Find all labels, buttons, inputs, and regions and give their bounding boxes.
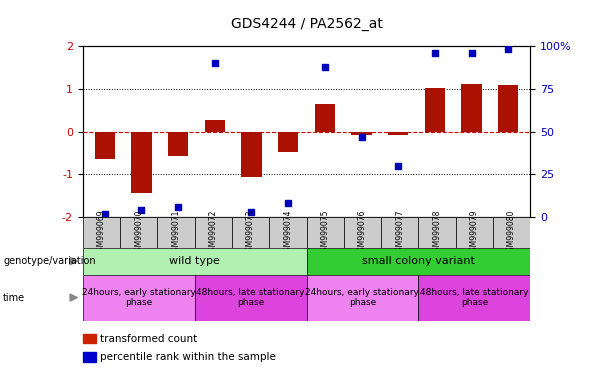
Text: GSM999069: GSM999069	[97, 209, 106, 256]
Point	[173, 204, 183, 210]
Bar	[462, 84, 482, 131]
Text: GSM999077: GSM999077	[395, 209, 404, 256]
Text: 48hours, late stationary
phase: 48hours, late stationary phase	[420, 288, 528, 307]
Point	[430, 50, 440, 56]
Text: GSM999074: GSM999074	[283, 209, 292, 256]
Bar	[381, 217, 418, 248]
Text: GDS4244 / PA2562_at: GDS4244 / PA2562_at	[230, 17, 383, 31]
Text: GSM999072: GSM999072	[209, 209, 218, 255]
Bar	[388, 131, 408, 134]
Bar	[306, 275, 418, 321]
Text: small colony variant: small colony variant	[362, 256, 475, 266]
Point	[357, 134, 367, 140]
Text: percentile rank within the sample: percentile rank within the sample	[100, 352, 276, 362]
Text: GSM999076: GSM999076	[358, 209, 367, 256]
Text: GSM999075: GSM999075	[321, 209, 330, 256]
Bar	[498, 85, 519, 131]
Bar	[344, 217, 381, 248]
Point	[137, 207, 147, 213]
Point	[210, 60, 219, 66]
Bar	[351, 131, 371, 134]
Point	[100, 210, 110, 217]
Point	[246, 209, 256, 215]
Bar	[195, 275, 306, 321]
Point	[394, 163, 403, 169]
Text: GSM999073: GSM999073	[246, 209, 255, 256]
Bar	[120, 217, 158, 248]
Text: time: time	[3, 293, 25, 303]
Bar	[306, 248, 530, 275]
Bar	[269, 217, 306, 248]
Text: GSM999070: GSM999070	[134, 209, 143, 256]
Text: transformed count: transformed count	[100, 334, 197, 344]
Bar	[493, 217, 530, 248]
Bar	[168, 131, 188, 156]
Bar	[306, 217, 344, 248]
Bar	[195, 217, 232, 248]
Text: 48hours, late stationary
phase: 48hours, late stationary phase	[196, 288, 305, 307]
Bar	[418, 275, 530, 321]
Text: GSM999079: GSM999079	[470, 209, 479, 256]
Text: 24hours, early stationary
phase: 24hours, early stationary phase	[82, 288, 196, 307]
Point	[320, 63, 330, 70]
Bar	[242, 131, 262, 177]
Bar	[83, 248, 306, 275]
Bar	[232, 217, 269, 248]
Bar	[94, 131, 115, 159]
Text: GSM999071: GSM999071	[172, 209, 180, 255]
Bar	[131, 131, 151, 194]
Bar	[455, 217, 493, 248]
Text: wild type: wild type	[169, 256, 220, 266]
Point	[503, 46, 513, 53]
Text: genotype/variation: genotype/variation	[3, 256, 96, 266]
Text: GSM999080: GSM999080	[507, 209, 516, 255]
Text: GSM999078: GSM999078	[433, 209, 441, 255]
Bar	[83, 275, 195, 321]
Point	[283, 200, 293, 206]
Bar	[418, 217, 455, 248]
Point	[466, 50, 476, 56]
Bar	[314, 104, 335, 131]
Text: 24hours, early stationary
phase: 24hours, early stationary phase	[305, 288, 419, 307]
Bar	[425, 88, 445, 131]
Bar	[278, 131, 299, 152]
Bar	[158, 217, 195, 248]
Bar	[83, 217, 120, 248]
Bar	[205, 119, 225, 131]
